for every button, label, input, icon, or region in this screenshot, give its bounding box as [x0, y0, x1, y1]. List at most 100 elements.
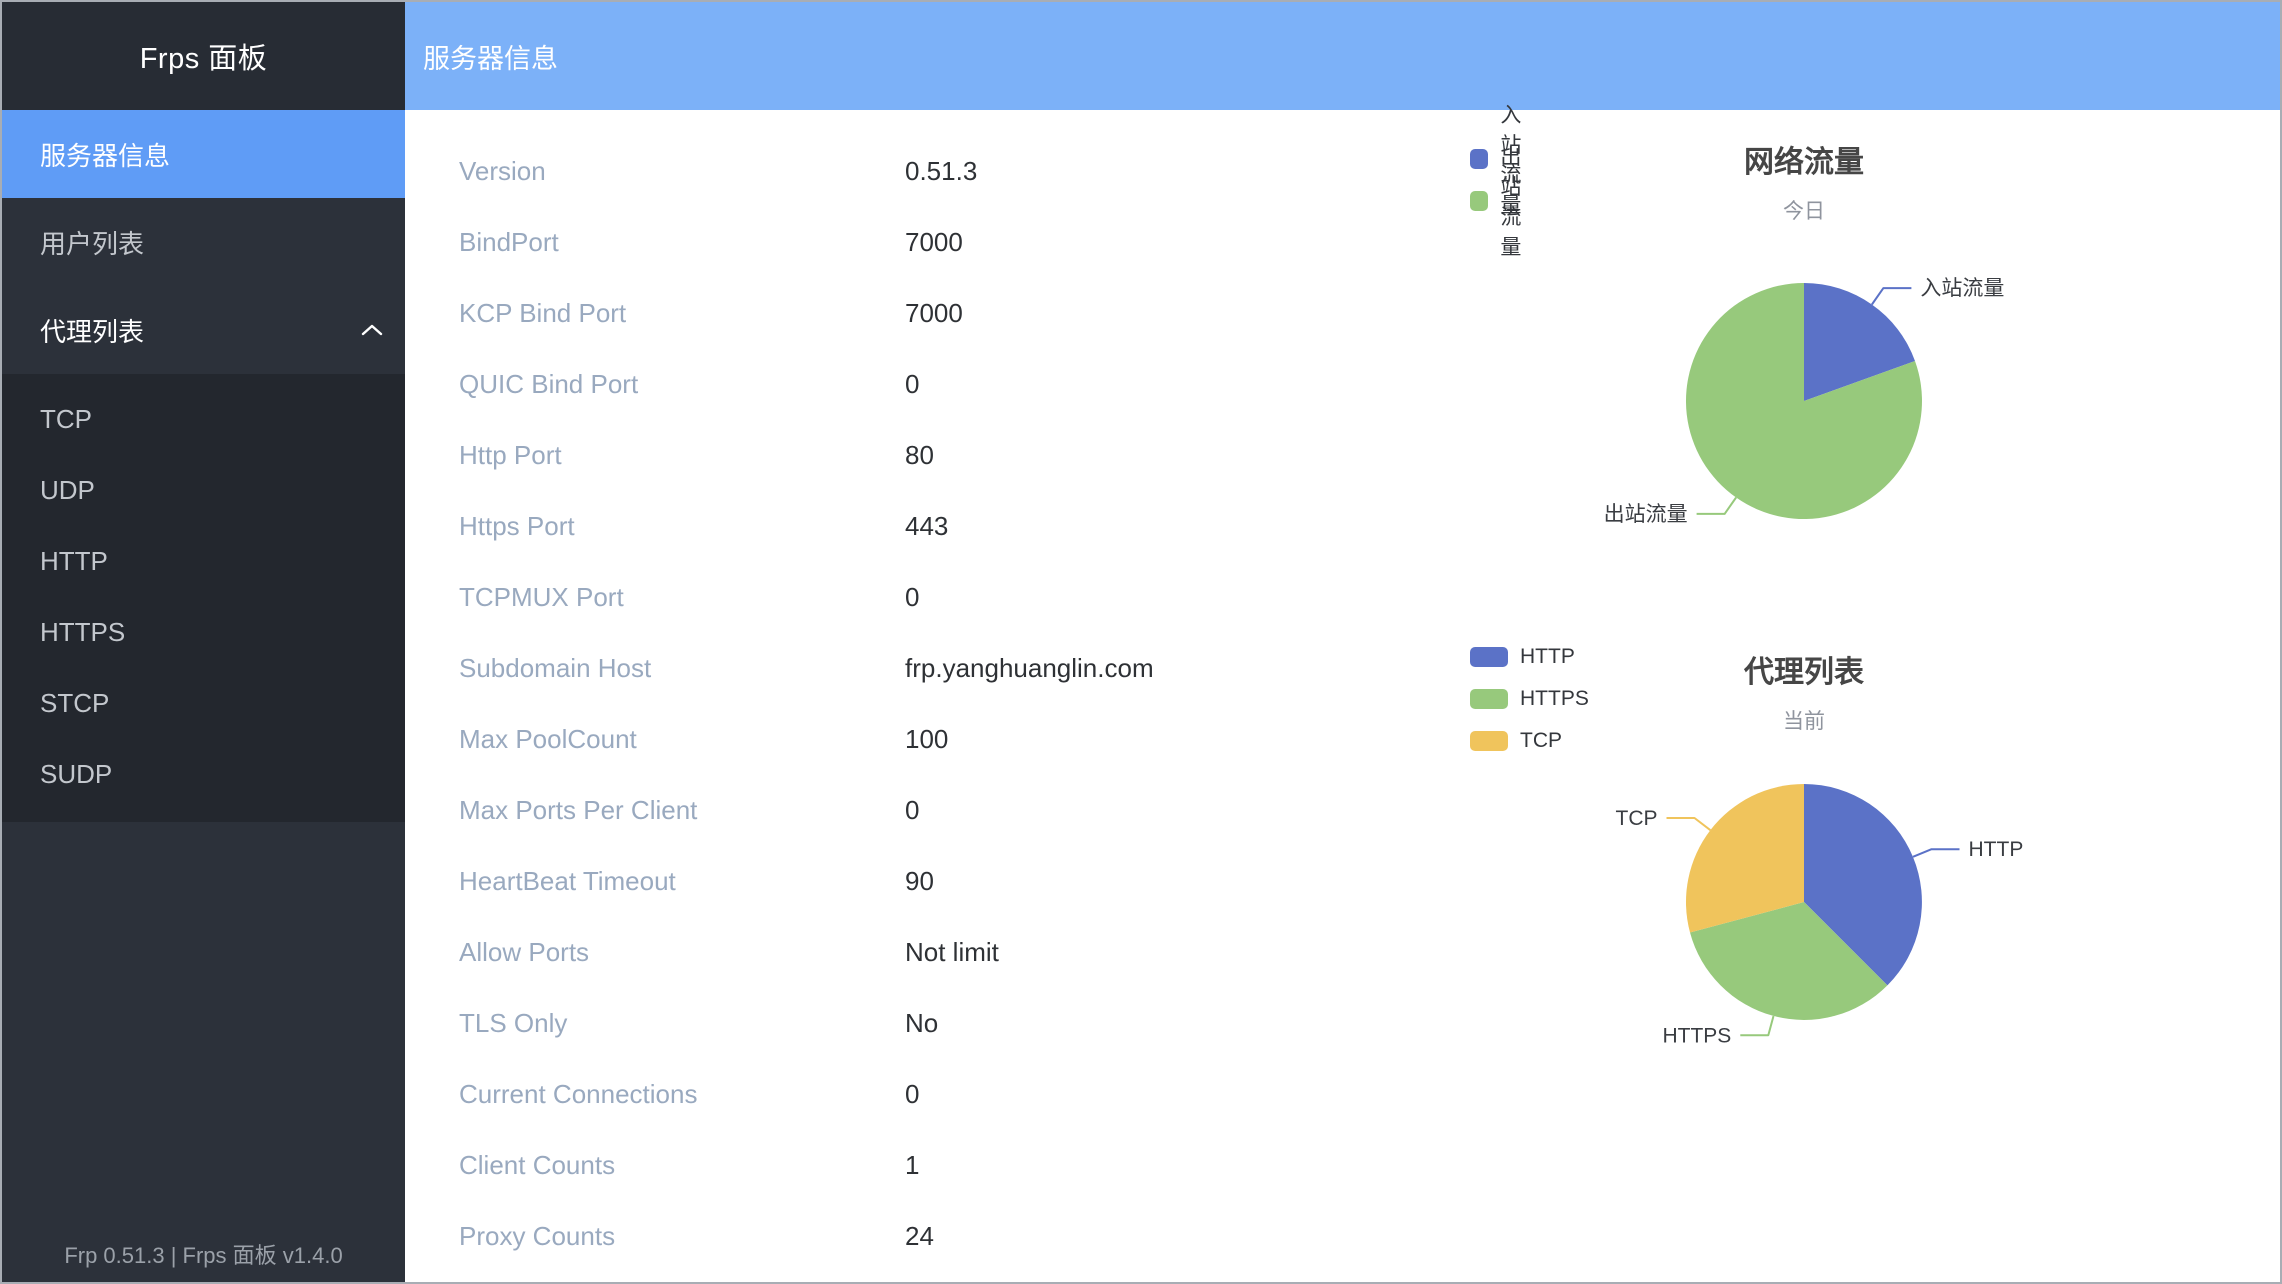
info-row-https-port: Https Port 443 [459, 491, 1319, 562]
pie-chart-proxy-list: HTTP HTTPS TCP [1616, 784, 2024, 1047]
legend-swatch [1470, 647, 1508, 667]
pie-slice-TCP[interactable] [1685, 784, 1804, 933]
sidebar-item-proxy-list[interactable]: 代理列表 [2, 286, 405, 374]
pie-label-line [1666, 817, 1712, 831]
legend-label: 入站流量 [1500, 104, 1522, 217]
info-label: Subdomain Host [459, 653, 652, 683]
info-label: Http Port [459, 440, 562, 470]
sidebar-subitem-http[interactable]: HTTP [40, 546, 108, 576]
chart-titlebox: 网络流量 今日 [1504, 137, 2104, 225]
info-row-max-poolcount: Max PoolCount 100 [459, 704, 1319, 775]
info-value: 0 [905, 582, 920, 612]
info-row-kcp-bind-port: KCP Bind Port 7000 [459, 278, 1319, 349]
page-title: 服务器信息 [423, 43, 558, 74]
info-label: Max Ports Per Client [459, 795, 698, 825]
submenu-proxy-list: TCP UDP HTTP HTTPS STCP SUDP [2, 374, 405, 822]
info-value: No [905, 1008, 939, 1038]
sidebar-item-user-list[interactable]: 用户列表 [2, 198, 405, 286]
info-value: 1 [905, 1150, 920, 1180]
info-value: 90 [905, 866, 934, 896]
info-label: Current Connections [459, 1079, 698, 1109]
info-row-tcpmux-port: TCPMUX Port 0 [459, 562, 1319, 633]
legend-item-出站流量[interactable]: 出站流量 [1470, 146, 1541, 259]
main-content: Version 0.51.3 BindPort 7000 KCP Bind Port 70… [405, 104, 2280, 1282]
info-label: Proxy Counts [459, 1221, 616, 1251]
chart-titlebox: 代理列表 当前 [1504, 647, 2104, 735]
sidebar-subitem-sudp[interactable]: SUDP [40, 759, 113, 789]
info-label: Client Counts [459, 1150, 616, 1180]
pie-label-line [1740, 1015, 1775, 1037]
legend-swatch [1470, 689, 1508, 709]
legend-label: HTTP [1520, 645, 1575, 668]
sidebar-menu: 服务器信息用户列表代理列表 TCP UDP HTTP HTTPS STCP SUDP [2, 110, 405, 822]
info-row-client-counts: Client Counts 1 [459, 1130, 1319, 1201]
chart-legend: 入站流量 出站流量 [1470, 104, 1541, 259]
info-value: 0 [905, 1079, 920, 1109]
info-value: 7000 [905, 227, 963, 257]
sidebar-subitem-stcp[interactable]: STCP [40, 688, 110, 718]
info-row-http-port: Http Port 80 [459, 420, 1319, 491]
info-value: 80 [905, 440, 934, 470]
pie-label: HTTP [1969, 838, 2024, 861]
pie-label-line [1871, 287, 1912, 306]
info-row-current-connections: Current Connections 0 [459, 1059, 1319, 1130]
sidebar-item-server-info[interactable]: 服务器信息 [2, 110, 405, 198]
sidebar-footer-version: Frp 0.51.3 | Frps 面板 v1.4.0 [64, 1243, 343, 1268]
legend-swatch [1470, 149, 1489, 169]
info-value: 0 [905, 795, 920, 825]
info-label: Max PoolCount [459, 724, 637, 754]
chart-legend: HTTP HTTPS TCP [1470, 636, 1589, 762]
info-label: Version [459, 156, 546, 186]
pie-label: HTTPS [1662, 1024, 1731, 1047]
sidebar-subitem-tcp[interactable]: TCP [40, 404, 92, 434]
info-row-quic-bind-port: QUIC Bind Port 0 [459, 349, 1319, 420]
legend-swatch [1470, 731, 1508, 751]
sidebar-subitem-udp[interactable]: UDP [40, 475, 95, 505]
pie-slice-出站流量[interactable] [1685, 283, 1922, 519]
info-row-proxy-counts: Proxy Counts 24 [459, 1201, 1319, 1272]
chevron-up-icon[interactable] [361, 323, 383, 337]
legend-label: HTTPS [1520, 687, 1589, 710]
info-row-allow-ports: Allow Ports Not limit [459, 917, 1319, 988]
legend-label: TCP [1520, 729, 1562, 752]
chart-title: 代理列表 [1744, 656, 1864, 689]
info-row-version: Version 0.51.3 [459, 136, 1319, 207]
sidebar-item-label: 代理列表 [40, 316, 145, 347]
pie-label-line [1912, 848, 1960, 858]
info-row-subdomain-host: Subdomain Host frp.yanghuanglin.com [459, 633, 1319, 704]
sidebar-item-label: 用户列表 [40, 228, 145, 259]
legend-item-入站流量[interactable]: 入站流量 [1470, 104, 1541, 217]
info-value: 100 [905, 724, 949, 754]
info-value: 0 [905, 369, 920, 399]
legend-item-HTTPS[interactable]: HTTPS [1470, 678, 1589, 720]
info-value: 443 [905, 511, 949, 541]
info-value: 0.51.3 [905, 156, 978, 186]
info-value: 7000 [905, 298, 963, 328]
chart-title: 网络流量 [1744, 146, 1864, 179]
info-value: Not limit [905, 937, 999, 967]
pie-label-line [1696, 496, 1737, 515]
pie-slice-HTTPS[interactable] [1690, 902, 1888, 1020]
sidebar: Frps 面板 服务器信息用户列表代理列表 TCP UDP HTTP HTTPS STCP… [2, 2, 405, 1282]
pie-label: TCP [1616, 807, 1658, 830]
sidebar-title: Frps 面板 [2, 2, 405, 110]
info-label: KCP Bind Port [459, 298, 627, 328]
info-row-max-ports-per-client: Max Ports Per Client 0 [459, 775, 1319, 846]
legend-label: 出站流量 [1500, 146, 1522, 259]
pie-slice-HTTP[interactable] [1804, 784, 1922, 986]
info-label: BindPort [459, 227, 559, 257]
sidebar-subitem-https[interactable]: HTTPS [40, 617, 126, 647]
info-row-tls-only: TLS Only No [459, 988, 1319, 1059]
info-row-heartbeat-timeout: HeartBeat Timeout 90 [459, 846, 1319, 917]
info-label: TLS Only [459, 1008, 568, 1038]
topbar: 服务器信息 [405, 2, 2280, 110]
sidebar-item-label: 服务器信息 [40, 140, 171, 171]
chart-subtitle: 当前 [1783, 710, 1825, 733]
legend-item-TCP[interactable]: TCP [1470, 720, 1589, 762]
info-row-bindport: BindPort 7000 [459, 207, 1319, 278]
pie-slice-入站流量[interactable] [1804, 283, 1915, 401]
info-label: Allow Ports [459, 937, 590, 967]
legend-item-HTTP[interactable]: HTTP [1470, 636, 1589, 678]
